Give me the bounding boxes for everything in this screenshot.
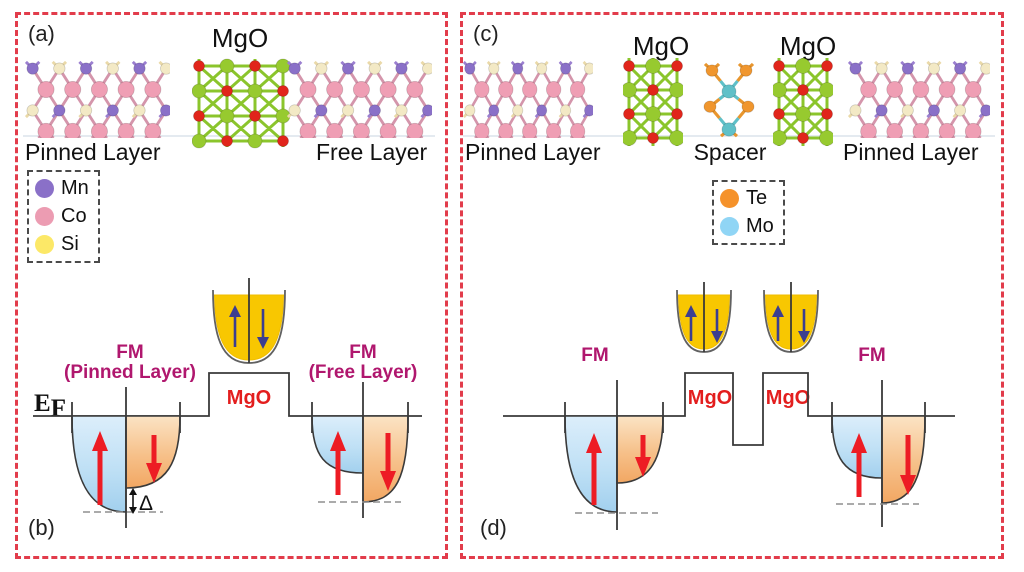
- spacer-lattice: [703, 62, 755, 138]
- legend-label: Mn: [61, 177, 89, 199]
- panel-group-cd: (c) MgO MgO Pinned Layer Spacer Pinned L…: [460, 12, 1004, 559]
- legend-label: Te: [746, 187, 768, 209]
- spin-up-arrow-icon: [685, 305, 697, 341]
- legend-label: Co: [61, 205, 87, 227]
- band-diagram-d: FM FM MgO MgO: [503, 282, 955, 530]
- panel-b-tag: (b): [28, 515, 55, 540]
- heusler-lattice-pinned: [25, 60, 170, 138]
- band-diagram-b: FM (Pinned Layer) FM (Free Layer) MgO EF: [33, 278, 422, 528]
- spin-down-arrow-icon: [257, 309, 269, 349]
- legend-item-te: Te: [720, 187, 774, 210]
- mgo-lattice-left: [623, 57, 683, 147]
- spin-down-arrow-icon: [798, 309, 810, 343]
- fm-left-label: FM: [581, 345, 608, 366]
- spin-up-arrow-icon: [586, 433, 602, 505]
- spin-up-arrow-icon: [772, 305, 784, 341]
- spin-down-arrow-icon: [711, 309, 723, 343]
- fermi-level-label: EF: [34, 390, 66, 422]
- fm-pinned-sublabel: (Pinned Layer): [64, 362, 196, 383]
- spin-down-arrow-icon: [380, 433, 396, 491]
- legend-item-mo: Mo: [720, 215, 774, 238]
- mgo-barrier-label: MgO: [227, 387, 271, 409]
- fm-right-label: FM: [858, 345, 885, 366]
- mo-atom-icon: [720, 217, 739, 236]
- spacer-label: Spacer: [693, 139, 767, 165]
- mgo-title-a: MgO: [211, 23, 269, 53]
- atom-legend-c: Te Mo: [712, 180, 785, 245]
- spin-up-arrow-icon: [229, 305, 241, 347]
- heusler-lattice-pinned-right: [848, 60, 990, 138]
- mgo-barrier-left-label: MgO: [688, 387, 732, 409]
- mgo-lattice-right: [773, 57, 833, 147]
- pinned-layer-label: Pinned Layer: [25, 139, 161, 165]
- legend-label: Mo: [746, 215, 774, 237]
- legend-item-mn: Mn: [35, 177, 89, 200]
- heusler-lattice-free: [287, 60, 432, 138]
- fm-pinned-bands: Δ: [71, 387, 181, 528]
- panel-d-tag: (d): [480, 515, 507, 540]
- unoccupied-band: [212, 278, 286, 364]
- delta-label: Δ: [139, 492, 153, 515]
- panel-group-ab: (a) MgO Pinned Layer Free Layer Mn Co Si: [15, 12, 448, 559]
- spin-down-arrow-icon: [146, 435, 162, 483]
- exchange-splitting-arrow: [129, 488, 137, 514]
- mgo-title-c-left: MgO: [632, 31, 690, 61]
- pinned-layer-left-label: Pinned Layer: [465, 139, 601, 165]
- fm-free-sublabel: (Free Layer): [309, 362, 418, 383]
- fm-free-label: FM: [349, 342, 376, 363]
- unoccupied-band-left: [676, 282, 732, 353]
- legend-label: Si: [61, 233, 79, 255]
- mgo-title-c-right: MgO: [779, 31, 837, 61]
- spin-up-arrow-icon: [92, 431, 108, 505]
- mgo-barrier-right-label: MgO: [766, 387, 810, 409]
- heusler-lattice-pinned-left: [463, 60, 593, 138]
- co-atom-icon: [35, 207, 54, 226]
- te-atom-icon: [720, 189, 739, 208]
- fm-left-bands: [564, 380, 664, 530]
- mgo-lattice: [192, 57, 290, 149]
- mn-atom-icon: [35, 179, 54, 198]
- fm-right-bands: [831, 380, 926, 527]
- atom-legend-a: Mn Co Si: [27, 170, 100, 263]
- band-profile: [503, 372, 955, 446]
- panel-a-tag: (a): [28, 21, 55, 46]
- spin-down-arrow-icon: [900, 435, 916, 495]
- spin-down-arrow-icon: [635, 435, 651, 477]
- unoccupied-band-right: [763, 282, 819, 353]
- spin-up-arrow-icon: [330, 431, 346, 495]
- pinned-layer-right-label: Pinned Layer: [843, 139, 979, 165]
- free-layer-label: Free Layer: [316, 139, 428, 165]
- fm-pinned-label: FM: [116, 342, 143, 363]
- fm-free-bands: [311, 382, 409, 518]
- legend-item-si: Si: [35, 233, 89, 256]
- legend-item-co: Co: [35, 205, 89, 228]
- si-atom-icon: [35, 235, 54, 254]
- panel-c-tag: (c): [473, 21, 499, 46]
- spin-up-arrow-icon: [851, 433, 867, 497]
